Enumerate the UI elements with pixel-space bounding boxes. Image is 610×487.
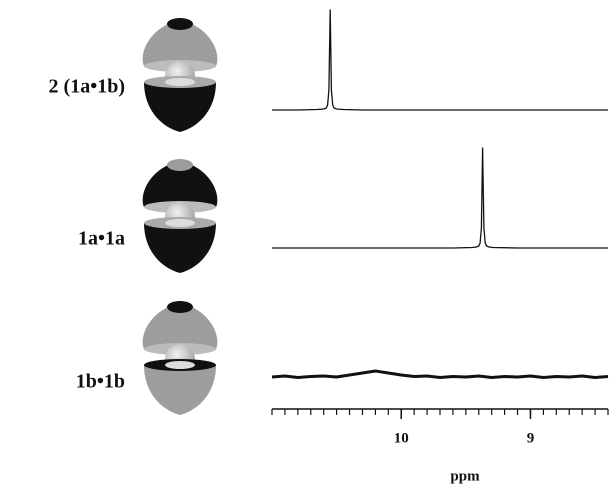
spectrum-line bbox=[272, 147, 608, 249]
capsule-icon bbox=[142, 18, 218, 132]
spectrum-label: 1a•1a bbox=[78, 228, 125, 250]
capsule-icon bbox=[142, 301, 218, 415]
spectrum-label: 2 (1a•1b) bbox=[49, 76, 125, 98]
capsule-icon bbox=[142, 159, 218, 273]
spectrum-label: 1b•1b bbox=[76, 371, 125, 393]
x-tick-label: 9 bbox=[527, 430, 535, 446]
x-tick-label: 10 bbox=[394, 430, 409, 446]
spectrum-line bbox=[272, 9, 608, 111]
x-axis-label: ppm bbox=[450, 468, 480, 484]
spectrum-line bbox=[271, 369, 609, 379]
